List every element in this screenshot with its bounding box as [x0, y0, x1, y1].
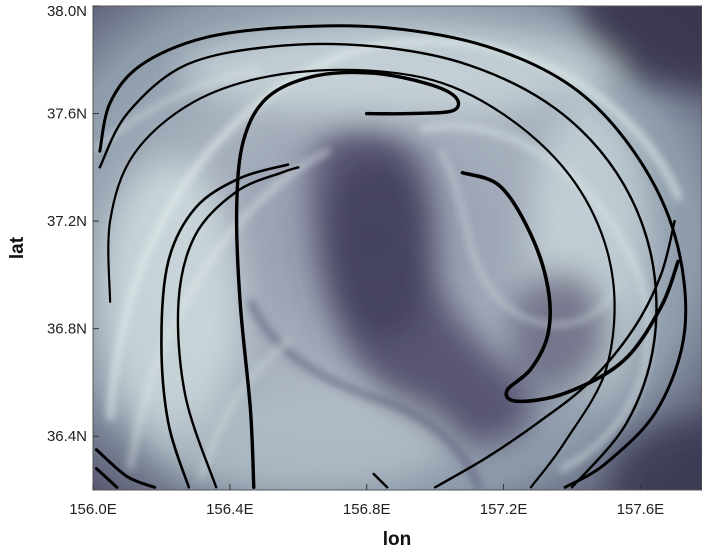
y-axis: 36.4N 36.8N 37.2N 37.6N 38.0N — [47, 3, 99, 445]
x-tick-label: 157.6E — [617, 501, 665, 518]
trajectory-curve-9 — [460, 170, 680, 404]
field-shading — [100, 6, 702, 490]
trajectory-curve-11 — [372, 472, 389, 489]
light-band-left — [100, 160, 240, 440]
trajectory-curve-7 — [98, 42, 658, 489]
x-tick-label: 156.0E — [69, 501, 117, 518]
streak-4 — [246, 298, 484, 490]
light-band-top — [180, 25, 620, 115]
trajectory-curve-1 — [234, 70, 461, 489]
trajectory-curve-8 — [107, 68, 616, 489]
trajectory-curves — [94, 24, 688, 489]
heatmap-field — [93, 6, 702, 490]
trajectory-curve-6 — [98, 24, 688, 489]
y-tick-label: 36.4N — [47, 428, 87, 445]
trajectory-curve-5 — [176, 166, 300, 489]
y-tick-label: 37.6N — [47, 106, 87, 123]
trajectory-curve-4 — [160, 163, 290, 489]
x-tick-label: 156.4E — [206, 501, 254, 518]
x-axis: 156.0E 156.4E 156.8E 157.2E 157.6E — [69, 484, 664, 518]
trajectory-curve-2 — [94, 448, 157, 489]
y-tick-label: 38.0N — [47, 3, 87, 20]
y-tick-label: 37.2N — [47, 213, 87, 230]
x-tick-label: 156.8E — [343, 501, 391, 518]
streak-7 — [198, 338, 292, 481]
x-axis-label: lon — [383, 529, 412, 550]
trajectory-curve-3 — [94, 467, 119, 489]
x-tick-label: 157.2E — [480, 501, 528, 518]
mid-band-bottom — [150, 390, 450, 490]
streak-2 — [127, 147, 332, 471]
streak-5 — [437, 148, 623, 328]
dark-eddy-center — [325, 160, 435, 340]
trajectory-curve-10 — [433, 219, 676, 489]
plot-frame — [92, 5, 702, 491]
dark-corner-tr — [580, 6, 702, 90]
y-tick-label: 36.8N — [47, 321, 87, 338]
streak-3 — [419, 123, 652, 473]
dark-patch-right — [510, 270, 610, 390]
field-streaks — [93, 37, 684, 490]
y-axis-label: lat — [7, 236, 28, 259]
streak-1 — [106, 37, 684, 421]
dark-corner-br — [610, 420, 702, 490]
streak-6 — [93, 68, 261, 152]
